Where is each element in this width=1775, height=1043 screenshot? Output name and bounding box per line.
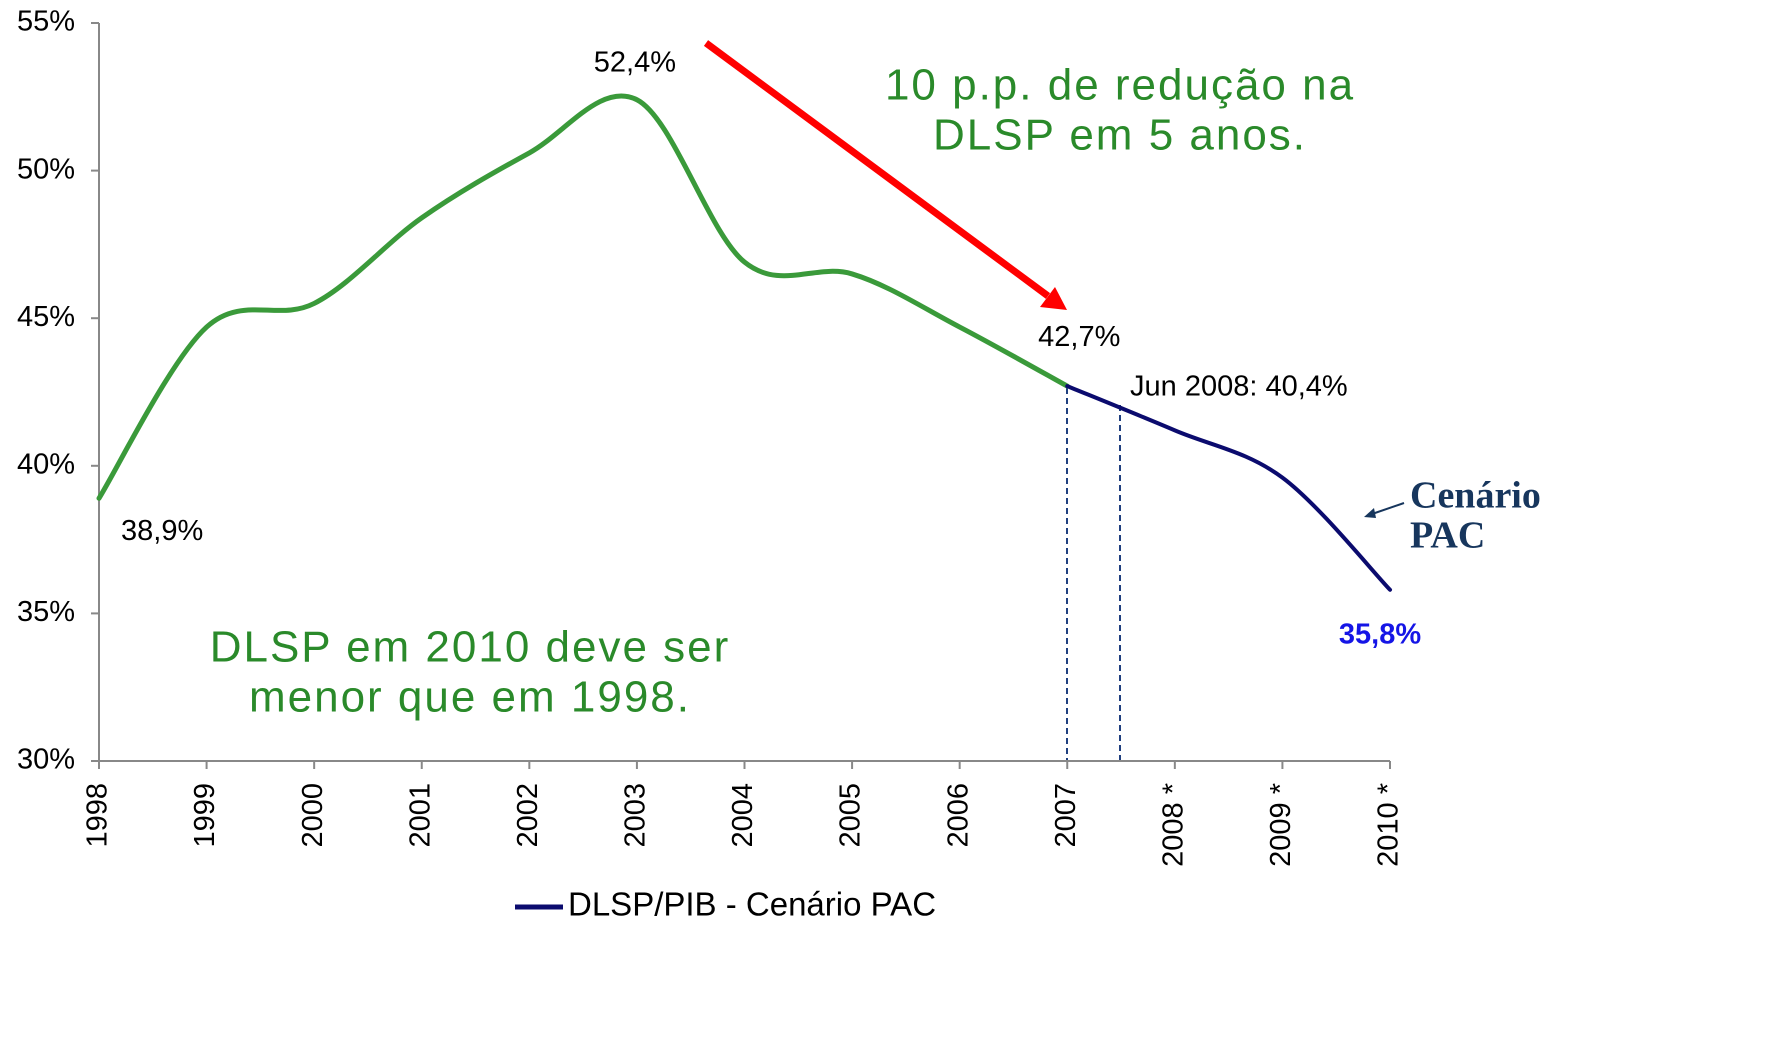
y-tick-label: 55% (17, 6, 75, 38)
x-tick-label: 1998 (82, 783, 114, 848)
annotation: PAC (1410, 515, 1485, 557)
legend-label: DLSP/PIB - Cenário PAC (568, 886, 936, 923)
arrow (703, 40, 1051, 299)
x-tick-label: 2001 (404, 783, 436, 848)
y-tick-label: 35% (17, 596, 75, 628)
annotation: DLSP em 2010 deve ser (210, 623, 731, 672)
y-tick-label: 30% (17, 744, 75, 776)
data-label: 35,8% (1339, 618, 1421, 650)
line (96, 93, 1070, 501)
x-tick-label: 2002 (512, 783, 544, 848)
x-tick-label: 2010 * (1373, 783, 1405, 867)
y-tick-label: 50% (17, 153, 75, 185)
arrow (1371, 502, 1405, 515)
x-tick-label: 2006 (942, 783, 974, 848)
line (1065, 384, 1392, 592)
data-label: 42,7% (1038, 321, 1120, 353)
data-label: 38,9% (121, 515, 203, 547)
annotation: Cenário (1410, 475, 1541, 517)
x-tick-label: 2008 * (1157, 783, 1189, 867)
arrow-head (1364, 508, 1376, 518)
annotation: DLSP em 5 anos. (933, 111, 1307, 160)
y-tick-label: 45% (17, 301, 75, 333)
annotation: Jun 2008: 40,4% (1130, 371, 1348, 403)
x-tick-label: 2009 * (1265, 783, 1297, 867)
x-tick-label: 2007 (1050, 783, 1082, 848)
data-label: 52,4% (594, 46, 676, 78)
y-tick-label: 40% (17, 448, 75, 480)
x-tick-label: 1999 (189, 783, 221, 848)
x-tick-label: 2004 (727, 783, 759, 848)
annotation: menor que em 1998. (249, 673, 691, 722)
x-tick-label: 2003 (620, 783, 652, 848)
annotation: 10 p.p. de redução na (885, 61, 1355, 110)
arrow-head (1040, 287, 1067, 310)
x-tick-label: 2000 (297, 783, 329, 848)
x-tick-label: 2005 (835, 783, 867, 848)
